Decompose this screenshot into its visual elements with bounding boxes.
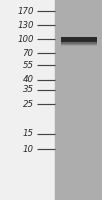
Bar: [0, 0, 55, 200]
Text: 40: 40: [23, 75, 34, 84]
Bar: [61, 41, 97, 46]
Text: 130: 130: [17, 21, 34, 29]
Text: 25: 25: [23, 100, 34, 109]
Bar: [61, 37, 97, 42]
Text: 100: 100: [17, 34, 34, 44]
Text: 10: 10: [23, 144, 34, 154]
Bar: [61, 40, 97, 45]
Text: 55: 55: [23, 60, 34, 70]
Bar: [61, 42, 97, 47]
Bar: [61, 39, 97, 44]
Text: 70: 70: [23, 48, 34, 58]
Text: 15: 15: [23, 130, 34, 138]
Text: 35: 35: [23, 85, 34, 94]
Bar: [55, 0, 102, 200]
Text: 170: 170: [17, 6, 34, 16]
